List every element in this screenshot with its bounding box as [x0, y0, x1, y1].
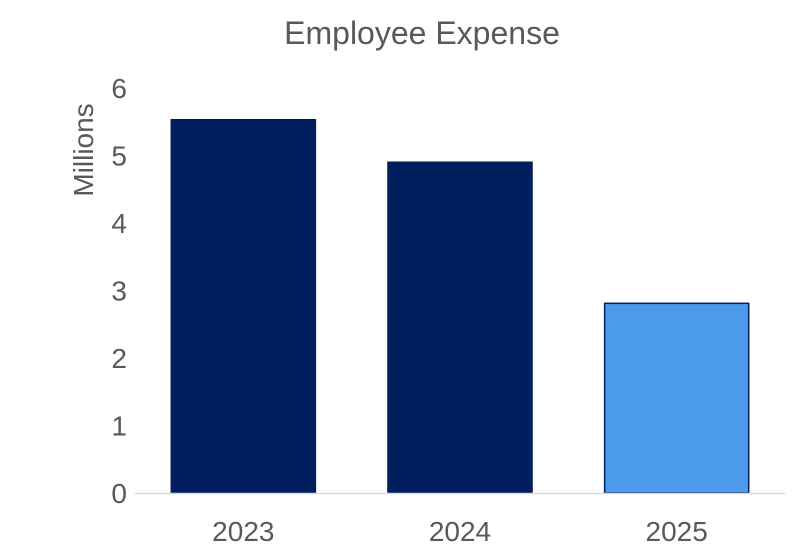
- y-tick-label: 1: [111, 411, 127, 442]
- bars-group: [170, 118, 750, 494]
- x-tick-label: 2025: [646, 516, 708, 547]
- bar-2025: [603, 302, 750, 494]
- y-axis-ticks: 0 1 2 3 4 5 6: [111, 73, 127, 509]
- x-tick-label: 2023: [212, 516, 274, 547]
- y-tick-label: 0: [111, 478, 127, 509]
- y-axis-label: Millions: [68, 103, 99, 196]
- x-axis-ticks: 2023 2024 2025: [212, 516, 708, 547]
- y-tick-label: 6: [111, 73, 127, 104]
- chart-title: Employee Expense: [284, 15, 560, 51]
- y-tick-label: 2: [111, 343, 127, 374]
- y-tick-label: 5: [111, 141, 127, 172]
- y-tick-label: 4: [111, 208, 127, 239]
- x-tick-label: 2024: [429, 516, 491, 547]
- bar-2024: [387, 161, 533, 494]
- bar-2023: [170, 118, 317, 494]
- y-tick-label: 3: [111, 276, 127, 307]
